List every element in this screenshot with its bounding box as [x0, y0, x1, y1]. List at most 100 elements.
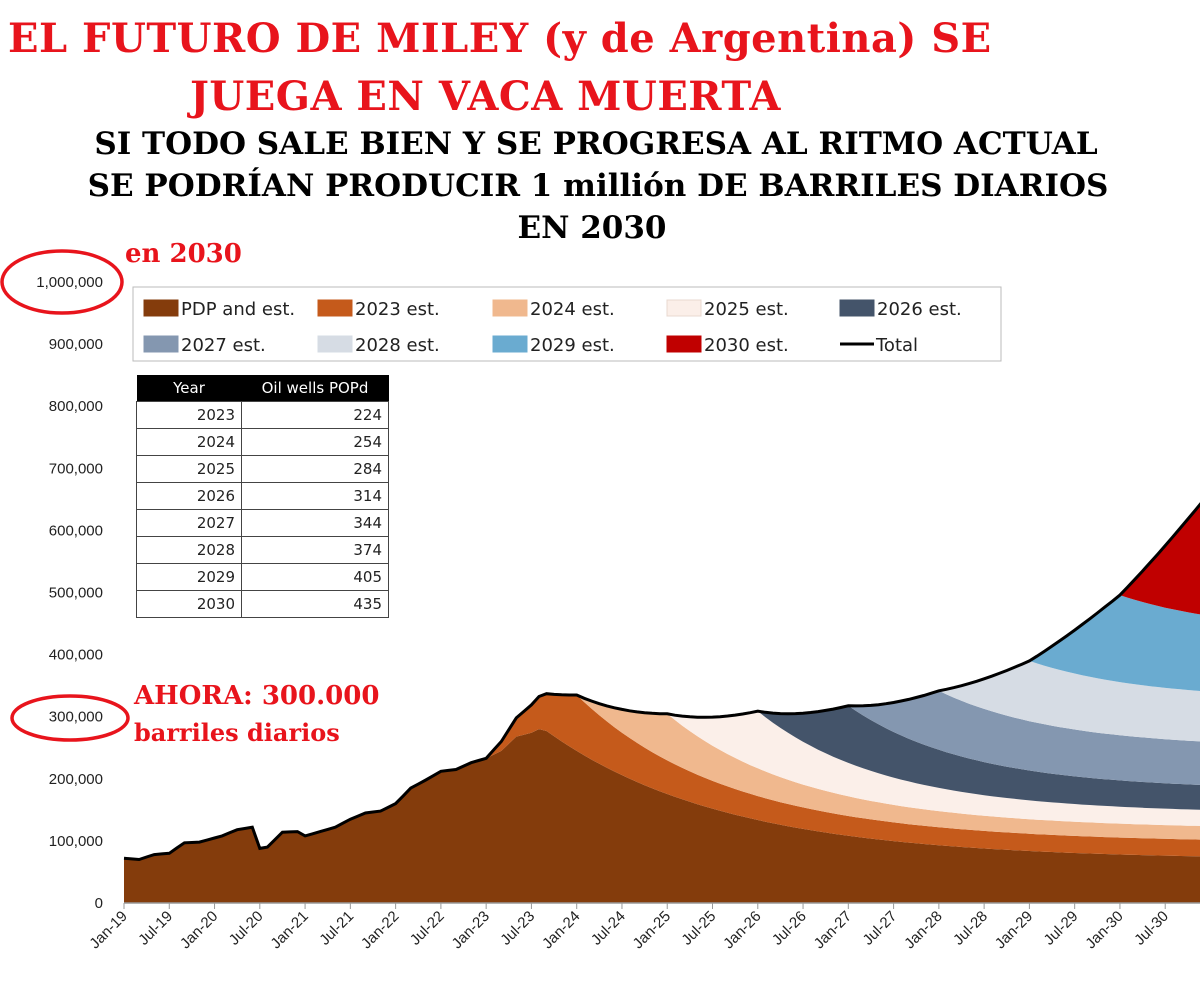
legend-label-total: Total	[875, 335, 918, 356]
x-tick-label: Jan-26	[720, 908, 764, 952]
legend-label-2029-est: 2029 est.	[530, 335, 615, 356]
y-tick-label: 300,000	[49, 709, 103, 726]
legend-label-2027-est: 2027 est.	[181, 335, 266, 356]
table-cell-year: 2028	[136, 536, 242, 564]
legend-label-2026-est: 2026 est.	[877, 299, 962, 320]
headline-line-1: EL FUTURO DE MILEY (y de Argentina) SE	[8, 15, 992, 62]
subheadline-line-1: SI TODO SALE BIEN Y SE PROGRESA AL RITMO…	[94, 126, 1098, 162]
table-cell-wells: 254	[241, 428, 389, 456]
y-tick-label: 600,000	[49, 522, 103, 539]
table-cell-year: 2026	[136, 482, 242, 510]
table-row: 2027 344	[136, 509, 389, 537]
table-row: 2025 284	[136, 455, 389, 483]
table-row: 2026 314	[136, 482, 389, 510]
x-tick-label: Jul-25	[678, 908, 719, 949]
x-tick-label: Jan-23	[449, 908, 493, 952]
x-tick-label: Jul-24	[588, 908, 629, 949]
table-cell-year: 2030	[136, 590, 242, 618]
note-barriles: barriles diarios	[134, 718, 340, 747]
table-cell-wells: 284	[241, 455, 389, 483]
table-row: 2024 254	[136, 428, 389, 456]
x-tick-label: Jan-30	[1082, 908, 1126, 952]
y-axis-ticks: 0 100,000 200,000 300,000 400,000 500,000 600,…	[36, 274, 103, 912]
legend-swatch-2025-est	[666, 299, 702, 317]
area-2030-est-	[1119, 504, 1200, 615]
note-ahora: AHORA: 300.000	[133, 681, 379, 711]
legend-swatch-2029-est	[492, 335, 528, 353]
stacked-areas	[124, 504, 1200, 903]
area-2028-est-	[938, 660, 1200, 742]
x-tick-label: Jul-27	[860, 908, 901, 949]
table-cell-year: 2024	[136, 428, 242, 456]
oil-wells-table: Year Oil wells POPd 2023 224 2024 254 2025 28…	[136, 375, 389, 618]
x-tick-label: Jan-22	[358, 908, 402, 952]
total-line	[123, 502, 1200, 862]
x-tick-label: Jan-29	[992, 908, 1036, 952]
subheadline-line-3: EN 2030	[517, 210, 667, 246]
x-tick-label: Jul-21	[316, 908, 357, 949]
total-line-group	[123, 502, 1200, 862]
table-header-wells: Oil wells POPd	[241, 375, 389, 402]
y-tick-label: 700,000	[49, 460, 103, 477]
legend-swatch-2026-est	[839, 299, 875, 317]
area-2026-est-	[757, 705, 1200, 810]
legend-swatch-2027-est	[143, 335, 179, 353]
legend-label-2030-est: 2030 est.	[704, 335, 789, 356]
area-2027-est-	[848, 690, 1200, 785]
legend-swatch-2023-est	[317, 299, 353, 317]
circle-1m	[0, 249, 124, 315]
table-row: 2030 435	[136, 590, 389, 618]
x-tick-label: Jul-29	[1041, 908, 1082, 949]
x-tick-label: Jul-20	[226, 908, 267, 949]
area-2024-est-	[576, 695, 1200, 840]
legend-label-2024-est: 2024 est.	[530, 299, 615, 320]
area-2023-est-	[486, 693, 1200, 857]
y-tick-label: 100,000	[49, 833, 103, 850]
table-cell-year: 2027	[136, 509, 242, 537]
x-axis-ticks: Jan-19 Jul-19 Jan-20 Jul-20 Jan-21 Jul-21 Jan-…	[86, 903, 1172, 952]
x-tick-label: Jan-27	[811, 908, 855, 952]
area-2029-est-	[1029, 595, 1200, 691]
circle-300k	[10, 694, 130, 742]
x-tick-label: Jan-25	[630, 908, 674, 952]
table-header-year: Year	[136, 375, 242, 402]
area-pdp-and-est-	[124, 729, 1200, 903]
table-cell-year: 2025	[136, 455, 242, 483]
legend-label-2025-est: 2025 est.	[704, 299, 789, 320]
legend: PDP and est. 2023 est. 2024 est. 2025 est. 2…	[132, 286, 1002, 362]
y-tick-label: 200,000	[49, 771, 103, 788]
y-tick-label: 1,000,000	[36, 274, 103, 291]
table-cell-wells: 405	[241, 563, 389, 591]
x-tick-label: Jan-24	[539, 908, 583, 952]
table-cell-wells: 344	[241, 509, 389, 537]
x-tick-label: Jan-21	[267, 908, 311, 952]
x-tick-label: Jul-30	[1131, 908, 1172, 949]
y-tick-label: 900,000	[49, 336, 103, 353]
legend-label-pdp-and-est: PDP and est.	[181, 299, 295, 320]
legend-swatch-2024-est	[492, 299, 528, 317]
table-row: 2023 224	[136, 401, 389, 429]
table-cell-year: 2029	[136, 563, 242, 591]
x-tick-label: Jul-22	[407, 908, 448, 949]
legend-label-2023-est: 2023 est.	[355, 299, 440, 320]
table-row: 2029 405	[136, 563, 389, 591]
x-tick-label: Jul-23	[497, 908, 538, 949]
y-tick-label: 500,000	[49, 585, 103, 602]
y-tick-label: 800,000	[49, 398, 103, 415]
x-tick-label: Jul-26	[769, 908, 810, 949]
table-cell-wells: 374	[241, 536, 389, 564]
x-tick-label: Jul-28	[950, 908, 991, 949]
legend-swatch-2028-est	[317, 335, 353, 353]
table-cell-wells: 435	[241, 590, 389, 618]
table-row: 2028 374	[136, 536, 389, 564]
annotations: en 2030 AHORA: 300.000 barriles diarios	[0, 239, 379, 747]
y-tick-label: 400,000	[49, 647, 103, 664]
headline-line-2: JUEGA EN VACA MUERTA	[190, 73, 781, 120]
legend-swatch-pdp-and-est	[143, 299, 179, 317]
subheadline-line-2: SE PODRÍAN PRODUCIR 1 millión DE BARRILE…	[87, 168, 1109, 204]
area-2025-est-	[667, 711, 1200, 826]
x-tick-label: Jan-19	[86, 908, 130, 952]
note-en-2030: en 2030	[125, 239, 242, 269]
x-tick-label: Jan-28	[901, 908, 945, 952]
